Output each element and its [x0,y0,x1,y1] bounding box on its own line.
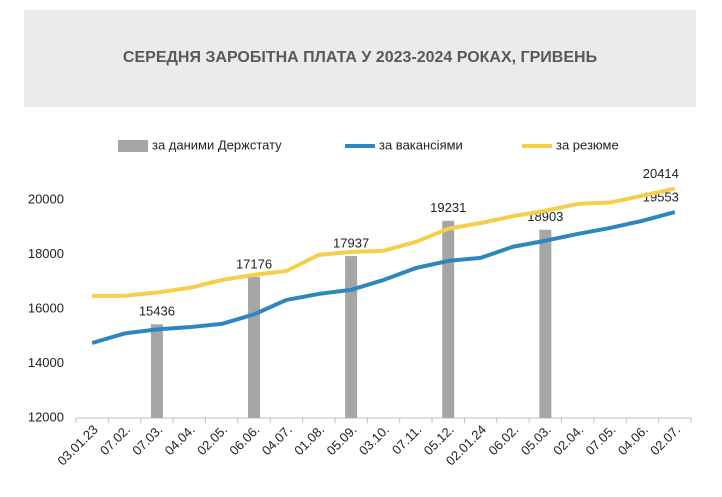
y-tick-label: 12000 [28,409,64,424]
bar [150,324,163,418]
line [92,186,676,298]
x-tick-label: 07.02. [97,422,133,458]
x-tick-label: 04.07. [259,422,295,458]
y-tick-label: 14000 [28,355,64,370]
x-tick-label: 07.11. [389,422,424,457]
legend-swatch [118,140,148,152]
x-tick-label: 07.05. [582,422,618,458]
x-tick-label: 04.04. [162,422,198,458]
x-tick-label: 06.02. [485,422,521,458]
legend-label: за даними Держстату [152,137,282,152]
x-tick-label: 05.03. [518,422,554,458]
data-label: 17937 [333,236,369,251]
bar [539,229,552,418]
x-tick-label: 02.05. [194,422,230,458]
x-tick-label: 05.09. [324,422,360,458]
bar [442,220,455,418]
bar [345,256,358,418]
x-tick-label: 01.08. [291,422,327,458]
data-label: 19231 [430,200,466,215]
x-tick-label: 02.07. [647,422,683,458]
bar [248,276,261,418]
x-tick-label: 06.06. [226,422,262,458]
y-tick-label: 20000 [28,191,64,206]
x-tick-label: 03.10. [356,422,392,458]
chart-title: СЕРЕДНЯ ЗАРОБІТНА ПЛАТА У 2023-2024 РОКА… [123,49,597,66]
y-tick-label: 16000 [28,300,64,315]
x-tick-label: 07.03. [129,422,165,458]
y-tick-label: 18000 [28,246,64,261]
legend-label: за резюме [556,137,619,152]
data-label: 15436 [139,304,175,319]
x-tick-label: 02.04. [550,422,586,458]
x-tick-label: 04.06. [615,422,651,458]
line [91,210,676,345]
data-label: 20414 [643,166,679,181]
legend-label: за вакансіями [379,137,463,152]
x-tick-label: 03.01.23 [54,422,100,468]
data-label: 17176 [236,256,272,271]
title-box [24,10,696,107]
